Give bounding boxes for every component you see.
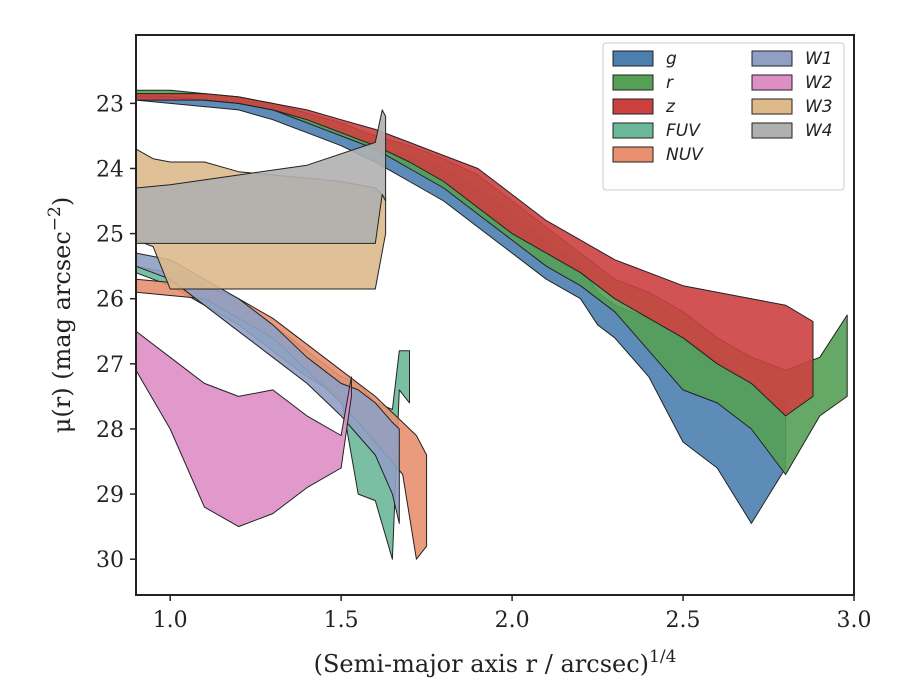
plot-frame xyxy=(135,34,855,596)
y-tick-label: 29 xyxy=(96,483,124,508)
y-tick-label: 30 xyxy=(96,548,124,573)
series-bands xyxy=(136,89,848,560)
legend-swatch-w3 xyxy=(751,98,793,115)
band-w1 xyxy=(136,252,400,524)
x-tick-label: 1.5 xyxy=(324,608,359,633)
legend-label-fuv: FUV xyxy=(666,121,701,141)
band-w2 xyxy=(136,330,352,528)
y-tick-label: 26 xyxy=(96,288,124,313)
legend-swatch-w1 xyxy=(751,50,793,67)
y-tick-label: 24 xyxy=(96,157,124,182)
x-axis: 1.0 1.5 2.0 2.5 3.0 xyxy=(153,595,872,633)
legend-label-r: r xyxy=(666,73,674,93)
legend-swatch-nuv xyxy=(612,146,654,163)
legend-label-z: z xyxy=(665,97,676,117)
legend-swatch-r xyxy=(612,74,654,91)
x-tick-label: 1.0 xyxy=(153,608,188,633)
x-axis-label: (Semi-major axis r / arcsec)1/4 xyxy=(314,647,677,678)
legend-label-nuv: NUV xyxy=(666,145,704,165)
band-z xyxy=(136,93,814,417)
y-tick-label: 23 xyxy=(96,92,124,117)
legend-swatch-w4 xyxy=(751,122,793,139)
y-tick-label: 25 xyxy=(96,223,124,248)
x-tick-label: 2.5 xyxy=(666,608,701,633)
y-tick-label: 27 xyxy=(96,353,124,378)
legend-swatch-g xyxy=(612,50,654,67)
y-tick-label: 28 xyxy=(96,418,124,443)
legend-swatch-z xyxy=(612,98,654,115)
x-tick-label: 2.0 xyxy=(495,608,530,633)
legend-label-w2: W2 xyxy=(805,73,833,93)
legend-label-g: g xyxy=(666,49,677,69)
y-axis-label: μ(r) (mag arcsec−2) xyxy=(45,197,76,433)
legend: grz FUV NUV W1 W2 W3 W4 xyxy=(602,42,845,191)
band-w4 xyxy=(136,109,387,244)
legend-label-w1: W1 xyxy=(805,49,833,69)
legend-label-w3: W3 xyxy=(805,97,833,117)
legend-label-w4: W4 xyxy=(805,121,833,141)
y-axis: 23 24 25 26 27 28 29 30 xyxy=(96,92,136,573)
x-tick-label: 3.0 xyxy=(837,608,872,633)
legend-swatch-fuv xyxy=(612,122,654,139)
legend-swatch-w2 xyxy=(751,74,793,91)
